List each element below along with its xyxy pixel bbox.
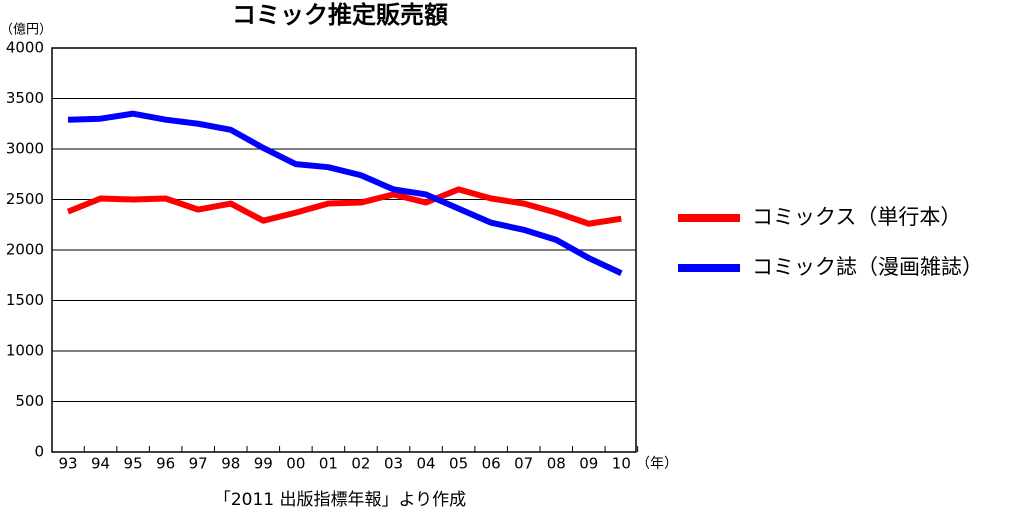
y-tick-label: 500 xyxy=(15,392,44,410)
y-tick-label: 1000 xyxy=(6,342,44,360)
y-unit: （億円） xyxy=(0,22,52,38)
x-tick-label: 95 xyxy=(124,455,143,473)
plot-frame xyxy=(51,47,637,453)
y-tick-label: 0 xyxy=(34,443,44,461)
x-unit: （年） xyxy=(636,456,678,472)
x-tick-label: 07 xyxy=(514,455,533,473)
y-tick-label: 1500 xyxy=(6,291,44,309)
chart-title: コミック推定販売額 xyxy=(232,1,448,29)
x-tick-label: 10 xyxy=(612,455,631,473)
legend-label: コミックス（単行本） xyxy=(752,205,961,229)
x-tick-label: 98 xyxy=(221,455,240,473)
x-tick-label: 06 xyxy=(482,455,501,473)
y-tick-label: 4000 xyxy=(6,39,44,57)
x-tick-label: 04 xyxy=(417,455,436,473)
x-tick-label: 03 xyxy=(384,455,403,473)
y-tick-label: 3000 xyxy=(6,140,44,158)
y-tick-label: 3500 xyxy=(6,89,44,107)
x-tick-label: 97 xyxy=(189,455,208,473)
x-tick-label: 00 xyxy=(286,455,305,473)
legend-label: コミック誌（漫画雑誌） xyxy=(752,255,983,279)
x-tick-label: 94 xyxy=(91,455,110,473)
source-note: 「2011 出版指標年報」より作成 xyxy=(214,490,466,510)
series-line xyxy=(66,186,622,227)
x-tick-label: 02 xyxy=(351,455,370,473)
x-tick-label: 09 xyxy=(579,455,598,473)
x-tick-label: 01 xyxy=(319,455,338,473)
x-tick-label: 93 xyxy=(58,455,77,473)
y-tick-label: 2000 xyxy=(6,241,44,259)
x-tick-label: 05 xyxy=(449,455,468,473)
x-tick-label: 96 xyxy=(156,455,175,473)
y-tick-label: 2500 xyxy=(6,190,44,208)
x-tick-label: 99 xyxy=(254,455,273,473)
x-tick-label: 08 xyxy=(547,455,566,473)
series-line xyxy=(67,110,623,276)
